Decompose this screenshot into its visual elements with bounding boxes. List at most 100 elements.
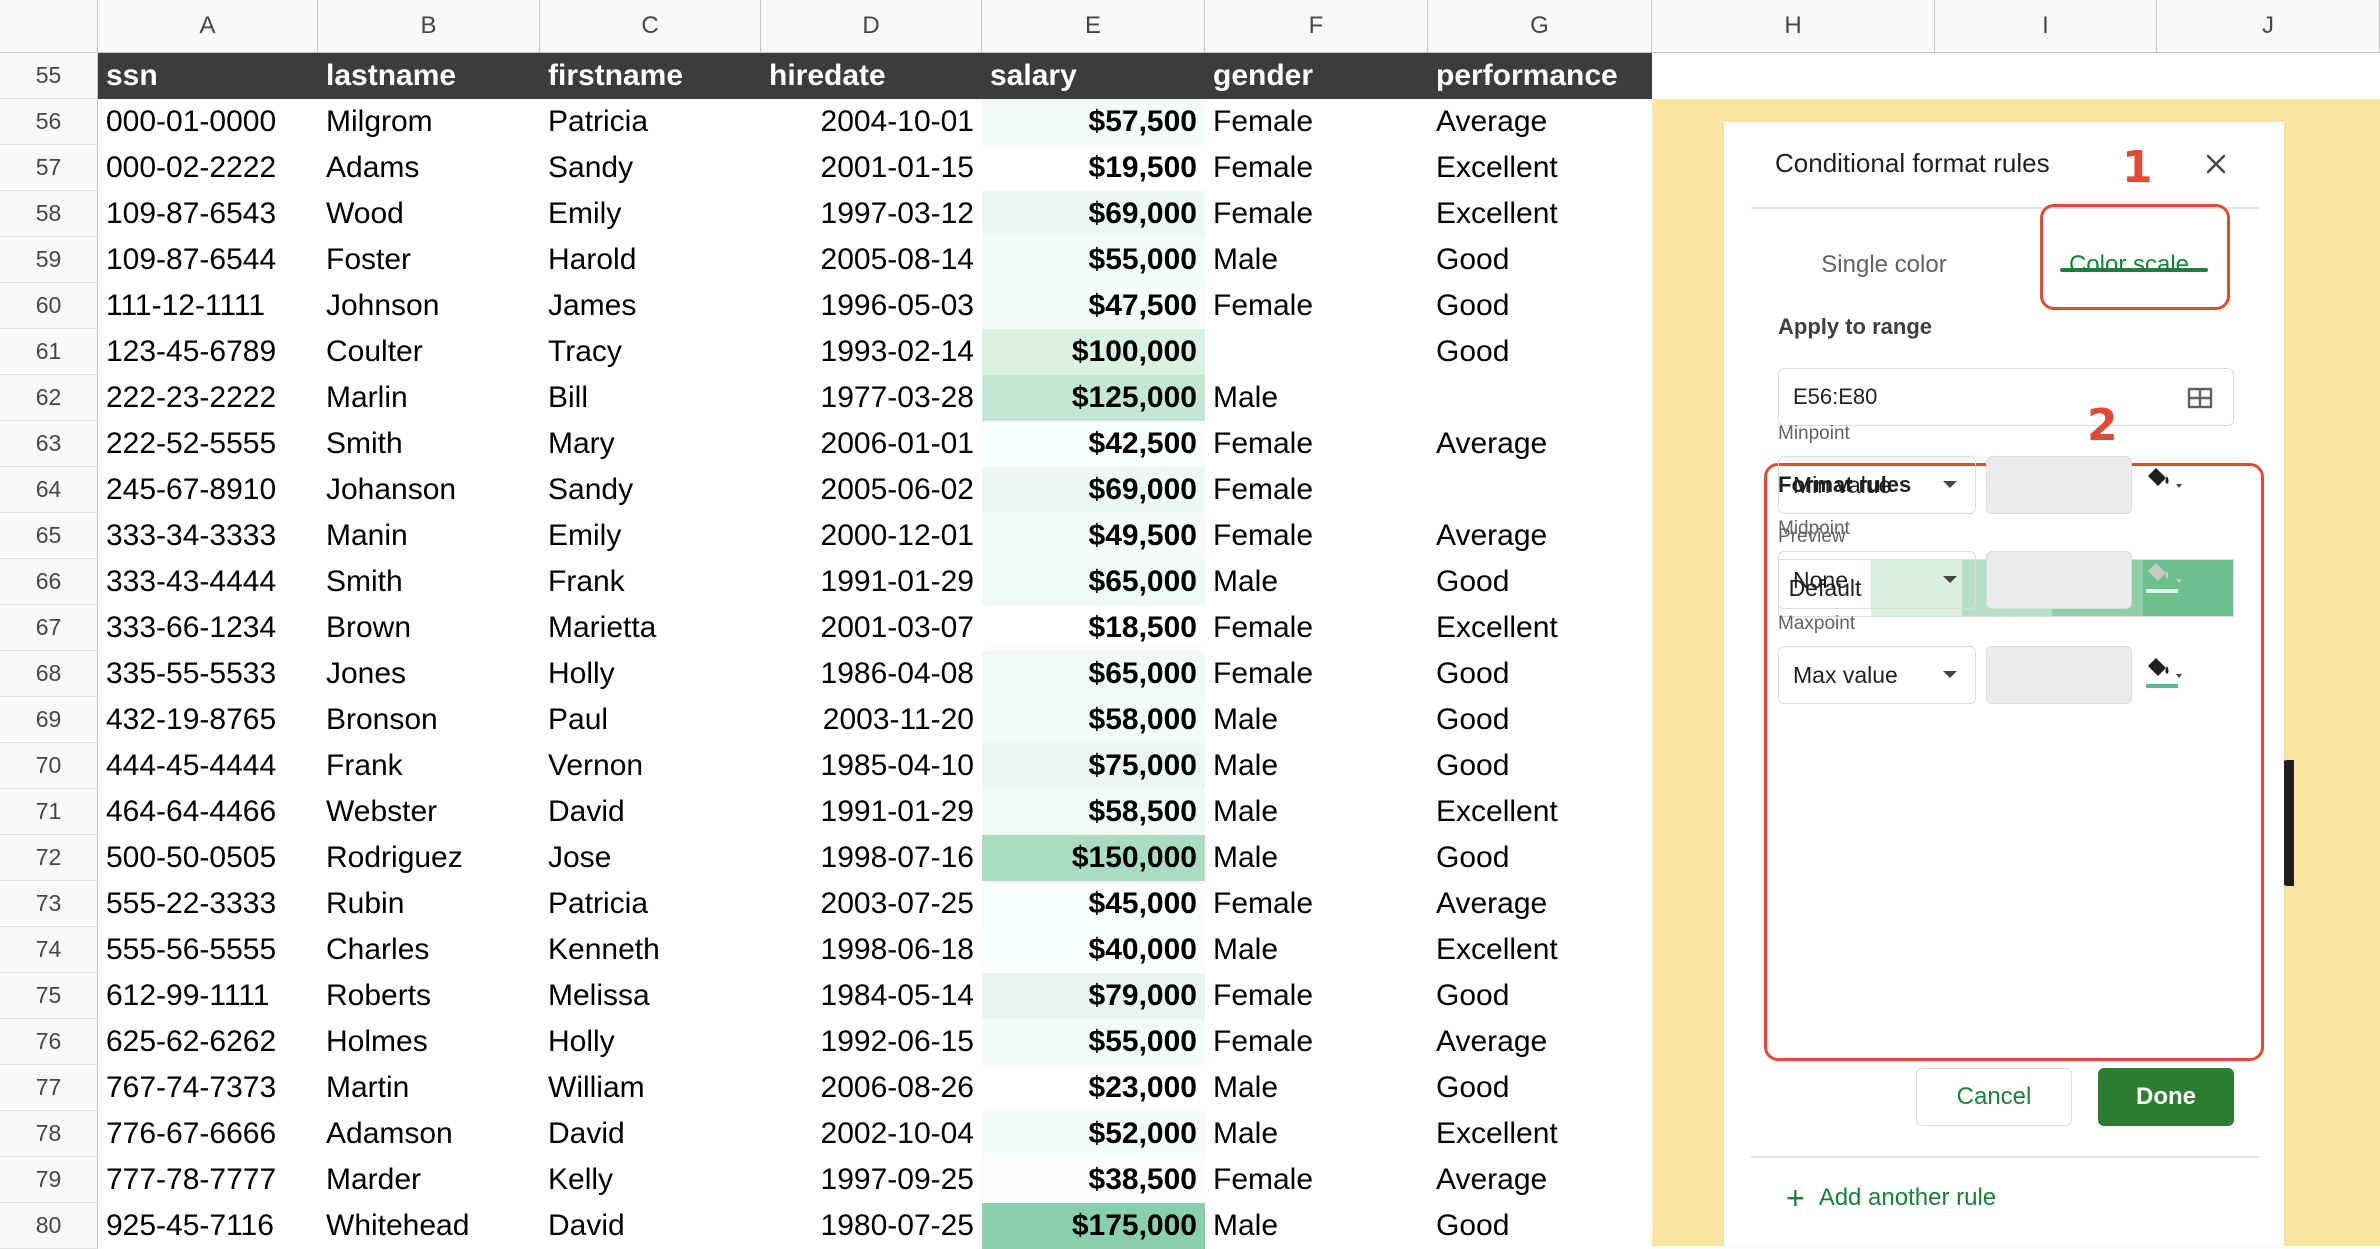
- cell-d[interactable]: 1993-02-14: [820, 335, 974, 368]
- cell-d[interactable]: 2003-11-20: [822, 703, 974, 736]
- cell-f[interactable]: Male: [1213, 1071, 1279, 1104]
- cell-g[interactable]: Average: [1436, 427, 1548, 460]
- row-number[interactable]: 64: [0, 467, 98, 513]
- cell-b[interactable]: Webster: [326, 795, 438, 828]
- row-number[interactable]: 71: [0, 789, 98, 835]
- cell-a[interactable]: 625-62-6262: [106, 1025, 277, 1058]
- column-header-i[interactable]: I: [1935, 0, 2157, 53]
- row-number[interactable]: 76: [0, 1019, 98, 1065]
- cell-a[interactable]: 464-64-4466: [106, 795, 277, 828]
- row-number[interactable]: 75: [0, 973, 98, 1019]
- cell-c[interactable]: Mary: [548, 427, 615, 460]
- cell-g[interactable]: [1428, 375, 1652, 421]
- row-number[interactable]: 67: [0, 605, 98, 651]
- row-number[interactable]: 61: [0, 329, 98, 375]
- cell-c[interactable]: David: [548, 1209, 625, 1242]
- cell-b[interactable]: Smith: [326, 565, 403, 598]
- cell-c[interactable]: William: [548, 1071, 645, 1104]
- cell-g[interactable]: Good: [1436, 841, 1510, 874]
- cell-c[interactable]: Emily: [548, 519, 622, 552]
- column-header-e[interactable]: E: [982, 0, 1205, 53]
- cell-b[interactable]: Johanson: [326, 473, 457, 506]
- cell-e[interactable]: $42,500: [982, 421, 1205, 467]
- cell-c[interactable]: Emily: [548, 197, 622, 230]
- cell-c[interactable]: Jose: [548, 841, 612, 874]
- cell-f[interactable]: Female: [1213, 473, 1314, 506]
- add-another-rule-button[interactable]: + Add another rule: [1786, 1182, 1996, 1214]
- minpoint-type-dropdown[interactable]: Min value: [1778, 456, 1976, 514]
- cell-c[interactable]: Kenneth: [548, 933, 660, 966]
- cell-e[interactable]: $23,000: [982, 1065, 1205, 1111]
- cell-a[interactable]: 767-74-7373: [106, 1071, 277, 1104]
- cell-a[interactable]: 777-78-7777: [106, 1163, 277, 1196]
- cell-f[interactable]: Male: [1213, 1117, 1279, 1150]
- cell-e[interactable]: $18,500: [982, 605, 1205, 651]
- header-cell-hiredate[interactable]: hiredate: [761, 53, 982, 99]
- cell-g[interactable]: Excellent: [1436, 1117, 1558, 1150]
- cell-f[interactable]: Male: [1213, 243, 1279, 276]
- cell-e[interactable]: $175,000: [982, 1203, 1205, 1249]
- done-button[interactable]: Done: [2098, 1068, 2234, 1126]
- cell-f[interactable]: Male: [1213, 703, 1279, 736]
- cell-d[interactable]: 2001-01-15: [820, 151, 974, 184]
- cell-f[interactable]: Male: [1213, 381, 1279, 414]
- header-cell-performance[interactable]: performance: [1428, 53, 1652, 99]
- cell-b[interactable]: Foster: [326, 243, 412, 276]
- cell-d[interactable]: 1991-01-29: [820, 795, 974, 828]
- cell-c[interactable]: David: [548, 1117, 625, 1150]
- cell-f[interactable]: Male: [1213, 933, 1279, 966]
- row-number[interactable]: 62: [0, 375, 98, 421]
- column-header-b[interactable]: B: [318, 0, 540, 53]
- cell-d[interactable]: 2000-12-01: [820, 519, 974, 552]
- cell-e[interactable]: $65,000: [982, 559, 1205, 605]
- cell-a[interactable]: 333-34-3333: [106, 519, 277, 552]
- cell-f[interactable]: Female: [1213, 151, 1314, 184]
- cell-e[interactable]: $52,000: [982, 1111, 1205, 1157]
- row-number[interactable]: 80: [0, 1203, 98, 1249]
- cell-a[interactable]: 123-45-6789: [106, 335, 277, 368]
- cell-a[interactable]: 444-45-4444: [106, 749, 277, 782]
- cell-b[interactable]: Smith: [326, 427, 403, 460]
- cell-c[interactable]: Melissa: [548, 979, 650, 1012]
- cell-a[interactable]: 000-02-2222: [106, 151, 277, 184]
- cell-e[interactable]: $19,500: [982, 145, 1205, 191]
- cell-g[interactable]: [1428, 467, 1652, 513]
- cell-f[interactable]: Female: [1213, 1163, 1314, 1196]
- cell-d[interactable]: 1980-07-25: [820, 1209, 974, 1242]
- cell-b[interactable]: Marder: [326, 1163, 422, 1196]
- cell-g[interactable]: Average: [1436, 1025, 1548, 1058]
- cell-a[interactable]: 776-67-6666: [106, 1117, 277, 1150]
- cell-b[interactable]: Martin: [326, 1071, 410, 1104]
- cell-e[interactable]: $47,500: [982, 283, 1205, 329]
- row-number[interactable]: 66: [0, 559, 98, 605]
- cell-e[interactable]: $55,000: [982, 237, 1205, 283]
- row-number[interactable]: 69: [0, 697, 98, 743]
- cell-d[interactable]: 2001-03-07: [820, 611, 974, 644]
- cell-g[interactable]: Excellent: [1436, 933, 1558, 966]
- cell-g[interactable]: Excellent: [1436, 197, 1558, 230]
- cell-d[interactable]: 2003-07-25: [820, 887, 974, 920]
- row-number[interactable]: 74: [0, 927, 98, 973]
- cell-g[interactable]: Average: [1436, 887, 1548, 920]
- cell-f[interactable]: Male: [1213, 795, 1279, 828]
- cell-d[interactable]: 1991-01-29: [820, 565, 974, 598]
- range-input[interactable]: E56:E80: [1778, 368, 2234, 426]
- cell-g[interactable]: Good: [1436, 749, 1510, 782]
- cell-c[interactable]: Patricia: [548, 105, 649, 138]
- cell-g[interactable]: Excellent: [1436, 795, 1558, 828]
- cell-c[interactable]: David: [548, 795, 625, 828]
- cell-d[interactable]: 2004-10-01: [820, 105, 974, 138]
- cell-d[interactable]: 2005-08-14: [820, 243, 974, 276]
- cell-c[interactable]: Sandy: [548, 473, 634, 506]
- preview-gradient[interactable]: Default: [1778, 559, 2234, 617]
- cell-g[interactable]: Good: [1436, 335, 1510, 368]
- cell-a[interactable]: 500-50-0505: [106, 841, 277, 874]
- cell-a[interactable]: 432-19-8765: [106, 703, 277, 736]
- cell-b[interactable]: Jones: [326, 657, 407, 690]
- cell-a[interactable]: 333-66-1234: [106, 611, 277, 644]
- cell-c[interactable]: Bill: [548, 381, 589, 414]
- cell-c[interactable]: Patricia: [548, 887, 649, 920]
- cell-a[interactable]: 109-87-6543: [106, 197, 277, 230]
- header-cell-gender[interactable]: gender: [1205, 53, 1428, 99]
- cell-c[interactable]: James: [548, 289, 637, 322]
